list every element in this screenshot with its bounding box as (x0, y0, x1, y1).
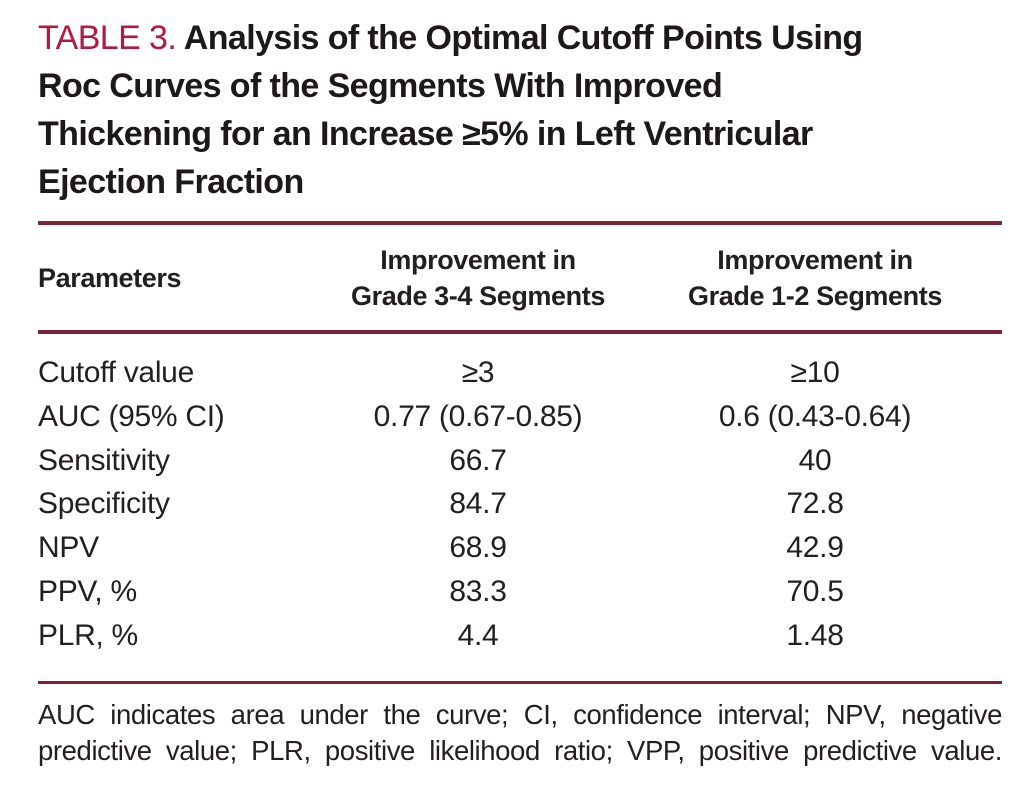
value-grade-1-2: 0.6 (0.43-0.64) (718, 399, 912, 433)
column-header-grade-3-4: Improvement in Grade 3-4 Segments (308, 242, 648, 314)
table-footnote: AUC indicates area under the curve; CI, … (38, 697, 1002, 769)
table-body: Cutoff value ≥3 ≥10 AUC (95% CI) 0.77 (0… (38, 334, 1002, 667)
footnote-line-1: AUC indicates area under the curve; CI, … (38, 698, 1002, 730)
column-header-grade-3-4-line2: Grade 3-4 Segments (351, 280, 605, 311)
value-grade-3-4: 84.7 (449, 487, 507, 521)
value-grade-1-2: 1.48 (786, 618, 844, 652)
table-header-row: Parameters Improvement in Grade 3-4 Segm… (38, 225, 1002, 330)
table-row: NPV 68.9 42.9 (38, 526, 1002, 570)
value-grade-1-2: 72.8 (786, 487, 844, 521)
value-grade-1-2: 40 (798, 443, 832, 477)
column-header-grade-1-2: Improvement in Grade 1-2 Segments (648, 242, 982, 314)
row-label: AUC (95% CI) (38, 399, 225, 433)
value-grade-3-4: 0.77 (0.67-0.85) (373, 399, 583, 433)
table-row: AUC (95% CI) 0.77 (0.67-0.85) 0.6 (0.43-… (38, 395, 1002, 439)
column-header-grade-1-2-line2: Grade 1-2 Segments (688, 280, 942, 311)
title-line-1: TABLE 3. Analysis of the Optimal Cutoff … (38, 14, 1002, 62)
table-row: Sensitivity 66.7 40 (38, 439, 1002, 483)
value-grade-3-4: ≥3 (461, 356, 495, 389)
value-grade-3-4: 4.4 (457, 618, 499, 652)
value-grade-3-4: 68.9 (449, 531, 507, 565)
table-title: TABLE 3. Analysis of the Optimal Cutoff … (38, 0, 1002, 206)
column-header-grade-1-2-line1: Improvement in (717, 244, 913, 275)
table-row: PLR, % 4.4 1.48 (38, 614, 1002, 658)
value-grade-3-4: 66.7 (449, 443, 507, 477)
bottom-rule (38, 680, 1002, 684)
value-grade-1-2: 70.5 (786, 574, 844, 608)
table-row: Specificity 84.7 72.8 (38, 482, 1002, 526)
title-text-1: Analysis of the Optimal Cutoff Points Us… (183, 19, 863, 57)
table-number-label: TABLE 3. (38, 19, 177, 57)
title-line-3: Thickening for an Increase ≥5% in Left V… (38, 115, 813, 153)
footnote-line-2: predictive value; PLR, positive likeliho… (38, 734, 1002, 766)
table-row: PPV, % 83.3 70.5 (38, 570, 1002, 614)
value-grade-1-2: ≥10 (790, 356, 840, 389)
row-label: Sensitivity (38, 443, 170, 477)
header-rule (38, 330, 1002, 334)
title-line-4: Ejection Fraction (38, 163, 304, 201)
row-label: Cutoff value (38, 356, 194, 389)
row-label: NPV (38, 531, 99, 565)
title-line-2: Roc Curves of the Segments With Improved (38, 67, 723, 105)
value-grade-1-2: 42.9 (786, 531, 844, 565)
table-row: Cutoff value ≥3 ≥10 (38, 351, 1002, 395)
value-grade-3-4: 83.3 (449, 574, 507, 608)
table-content: TABLE 3. Analysis of the Optimal Cutoff … (38, 0, 1002, 769)
column-header-grade-3-4-line1: Improvement in (380, 244, 576, 275)
row-label: PPV, % (38, 574, 137, 608)
column-header-parameters: Parameters (38, 262, 182, 293)
top-rule (38, 221, 1002, 225)
row-label: Specificity (38, 487, 170, 521)
row-label: PLR, % (38, 618, 138, 652)
